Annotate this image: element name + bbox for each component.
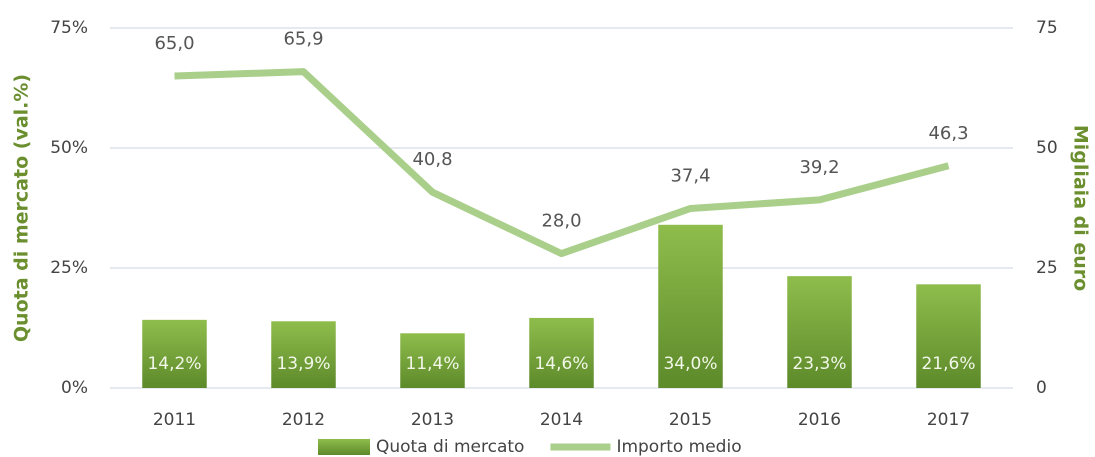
x-tick-label: 2013 xyxy=(411,410,454,430)
x-tick-label: 2014 xyxy=(540,410,583,430)
y2-tick-label: 25 xyxy=(1036,258,1058,278)
y2-tick-label: 50 xyxy=(1036,138,1058,158)
bar xyxy=(529,317,594,388)
legend-swatch xyxy=(318,439,370,455)
line-label: 28,0 xyxy=(541,211,581,232)
y-tick-label: 75% xyxy=(50,18,88,38)
line-label: 65,0 xyxy=(154,33,194,54)
line xyxy=(174,68,950,258)
line-label: 37,4 xyxy=(670,165,710,186)
bar-label: 34,0% xyxy=(663,354,717,374)
line-label: 39,2 xyxy=(799,157,839,178)
bar xyxy=(400,333,465,388)
line-label: 40,8 xyxy=(412,149,452,170)
line-label: 46,3 xyxy=(928,123,968,144)
bar-label: 14,2% xyxy=(147,354,201,374)
bar xyxy=(142,319,207,388)
y2-axis-title: Migliaia di euro xyxy=(1070,125,1092,291)
bar xyxy=(271,321,336,388)
bar xyxy=(787,276,852,388)
y2-tick-label: 75 xyxy=(1036,18,1058,38)
x-tick-label: 2015 xyxy=(669,410,712,430)
line-label: 65,9 xyxy=(283,29,323,50)
x-tick-label: 2017 xyxy=(927,410,970,430)
y2-tick-label: 0 xyxy=(1036,378,1047,398)
bar-label: 14,6% xyxy=(534,354,588,374)
x-tick-label: 2011 xyxy=(153,410,196,430)
bar xyxy=(658,224,723,388)
bar-label: 21,6% xyxy=(921,354,975,374)
bar-label: 13,9% xyxy=(276,354,330,374)
y-tick-label: 50% xyxy=(50,138,88,158)
y-tick-label: 25% xyxy=(50,258,88,278)
bar-label: 11,4% xyxy=(405,354,459,374)
legend-label: Importo medio xyxy=(616,437,741,457)
legend-label: Quota di mercato xyxy=(376,437,524,457)
y-axis-title: Quota di mercato (val.%) xyxy=(11,74,33,342)
x-tick-label: 2016 xyxy=(798,410,841,430)
y-tick-label: 0% xyxy=(61,378,88,398)
x-tick-label: 2012 xyxy=(282,410,325,430)
bar xyxy=(916,284,981,388)
bar-label: 23,3% xyxy=(792,354,846,374)
